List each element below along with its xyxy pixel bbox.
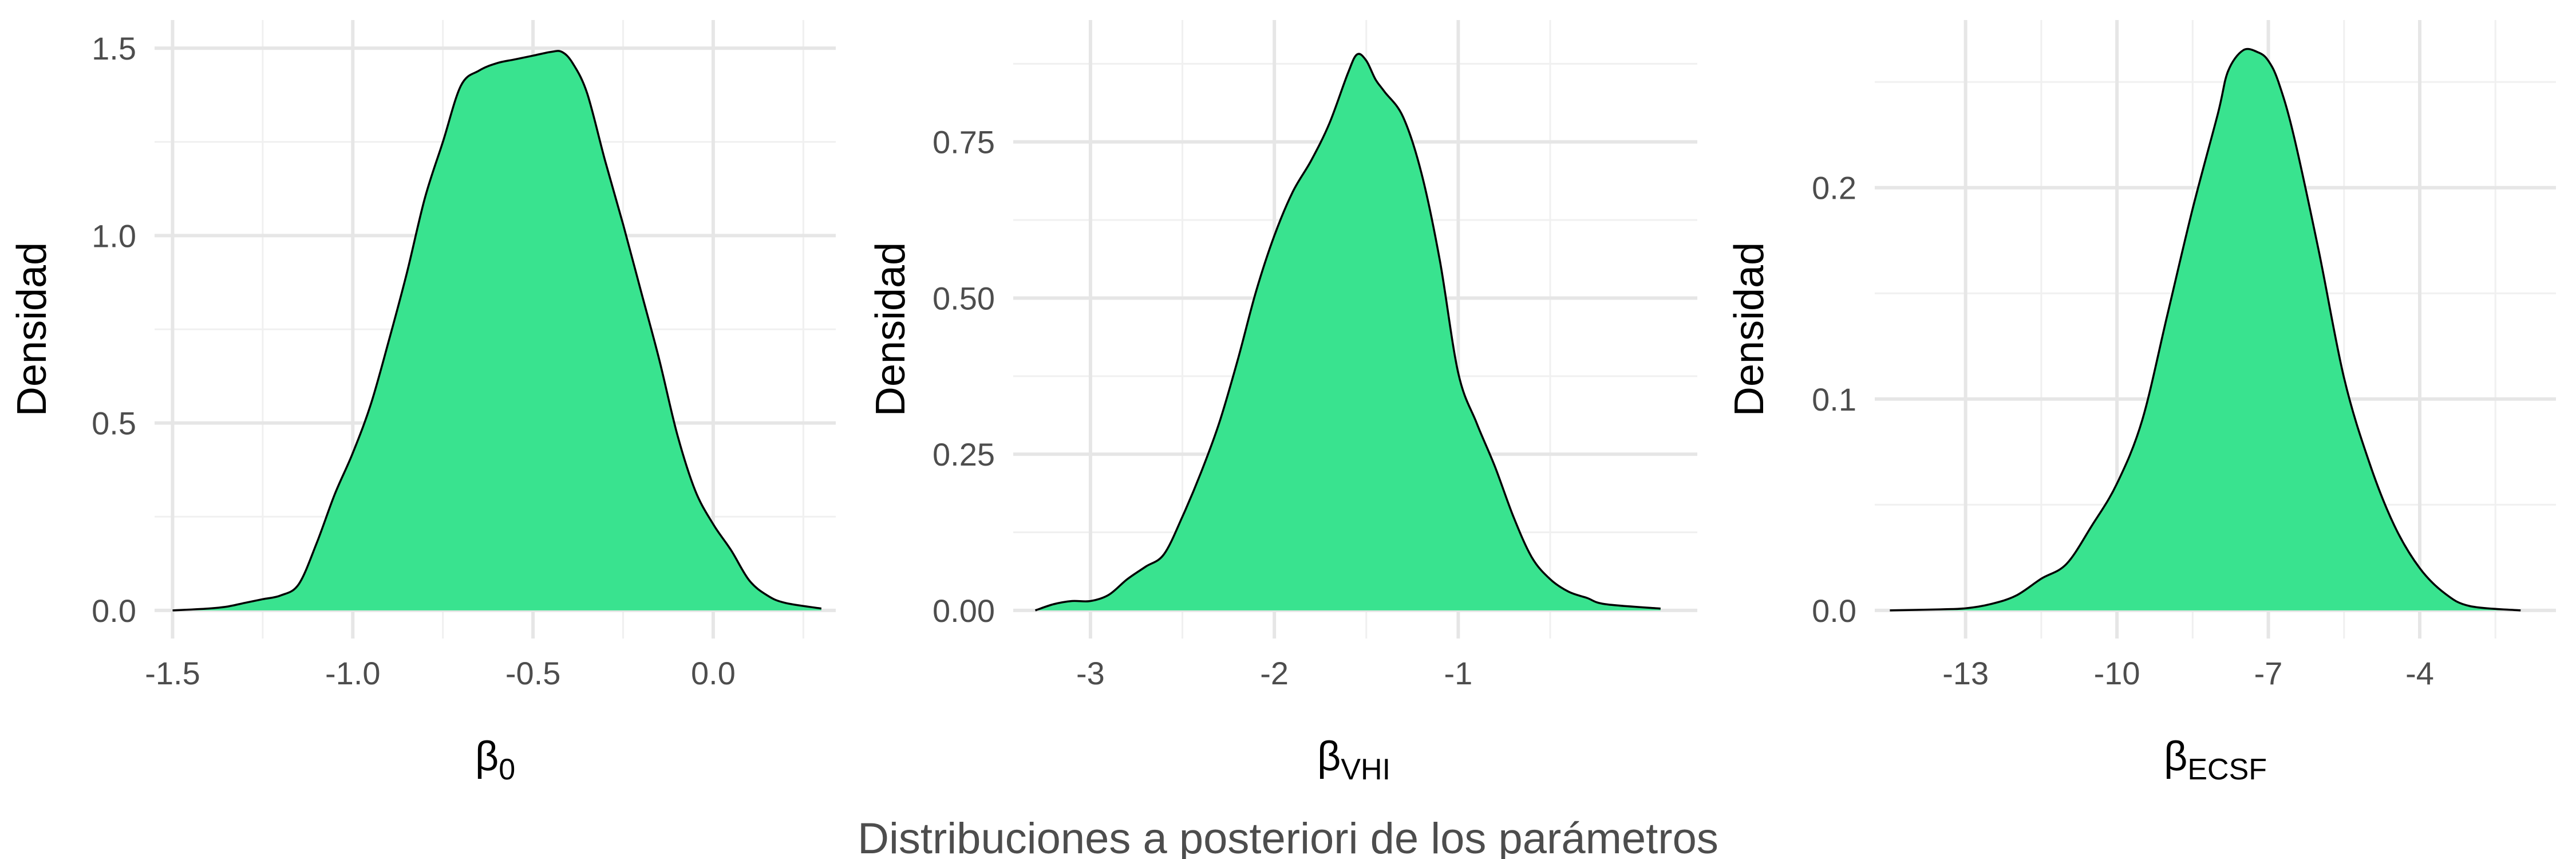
- figure-caption: Distribuciones a posteriori de los parám…: [858, 814, 1718, 859]
- x-tick-label: -1.0: [325, 655, 381, 691]
- x-tick-label: 0.0: [691, 655, 736, 691]
- y-tick-label: 0.00: [933, 593, 995, 629]
- x-axis-title: βVHI: [1317, 734, 1390, 786]
- x-tick-label: -7: [2254, 655, 2283, 691]
- x-tick-label: -3: [1076, 655, 1105, 691]
- panel-1: -1.5 -1.0 -0.5 0.0 0.0 0.5 1.0 1.5 Densidad β0: [9, 20, 836, 786]
- x-tick-label: -1: [1444, 655, 1472, 691]
- x-tick-label: -2: [1260, 655, 1289, 691]
- x-axis-title-subscript: 0: [499, 753, 515, 786]
- x-axis-title-base: β: [2164, 734, 2187, 779]
- x-axis-title: β0: [475, 734, 515, 786]
- x-axis-title-base: β: [475, 734, 499, 779]
- panels: -1.5 -1.0 -0.5 0.00.00.51.01.5Densidadβ0-3-…: [9, 20, 2556, 786]
- y-tick-label: 0.0: [1812, 593, 1856, 629]
- y-tick-label: 1.5: [92, 30, 136, 66]
- y-tick-label: 0.1: [1812, 381, 1856, 417]
- y-tick-label: 0.2: [1812, 170, 1856, 206]
- y-tick-label: 0.0: [92, 593, 136, 629]
- x-axis-title-base: β: [1317, 734, 1341, 779]
- y-tick-label: 0.75: [933, 124, 995, 160]
- y-axis-title: Densidad: [9, 242, 55, 416]
- y-tick-label: 0.5: [92, 405, 136, 442]
- x-tick-label: -13: [1942, 655, 1989, 691]
- x-tick-label: -10: [2094, 655, 2140, 691]
- density-area: [173, 51, 821, 610]
- y-tick-label: 0.25: [933, 436, 995, 472]
- y-axis-title: Densidad: [1726, 242, 1772, 416]
- panel-3: -13 -10 -7 -4 0.0 0.1 0.2 Densidad βECSF: [1726, 20, 2556, 786]
- x-axis-title-subscript: VHI: [1341, 753, 1390, 786]
- y-tick-label: 1.0: [92, 218, 136, 254]
- x-tick-label: -0.5: [505, 655, 561, 691]
- x-tick-label: -4: [2405, 655, 2434, 691]
- panel-2: -3 -2 -1 0.00 0.25 0.50 0.75 Densidad βVHI: [868, 20, 1697, 786]
- y-tick-label: 0.50: [933, 280, 995, 316]
- density-area: [1890, 49, 2520, 610]
- x-axis-title-subscript: ECSF: [2187, 753, 2267, 786]
- y-axis-title: Densidad: [868, 242, 914, 416]
- x-tick-label: -1.5: [145, 655, 200, 691]
- density-area: [1036, 54, 1661, 610]
- x-axis-title: βECSF: [2164, 734, 2267, 786]
